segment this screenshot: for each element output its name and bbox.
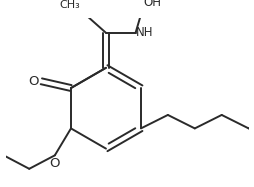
Text: NH: NH xyxy=(136,26,153,39)
Text: O: O xyxy=(49,157,60,170)
Text: O: O xyxy=(28,75,39,88)
Text: OH: OH xyxy=(143,0,161,9)
Text: CH₃: CH₃ xyxy=(59,0,80,10)
